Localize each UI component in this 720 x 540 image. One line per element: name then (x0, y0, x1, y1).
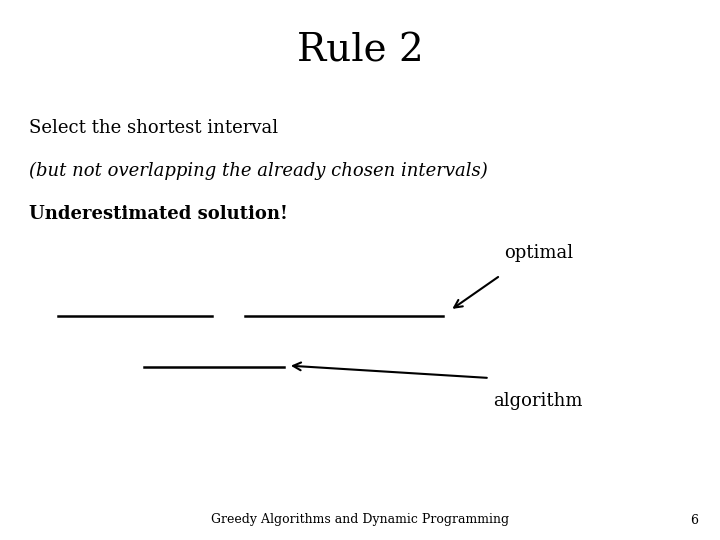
Text: Select the shortest interval: Select the shortest interval (29, 119, 278, 137)
Text: optimal: optimal (504, 244, 573, 262)
Text: Greedy Algorithms and Dynamic Programming: Greedy Algorithms and Dynamic Programmin… (211, 514, 509, 526)
Text: Rule 2: Rule 2 (297, 32, 423, 70)
Text: 6: 6 (690, 514, 698, 526)
Text: (but not overlapping the already chosen intervals): (but not overlapping the already chosen … (29, 162, 487, 180)
Text: algorithm: algorithm (493, 392, 582, 409)
Text: Underestimated solution!: Underestimated solution! (29, 205, 288, 223)
